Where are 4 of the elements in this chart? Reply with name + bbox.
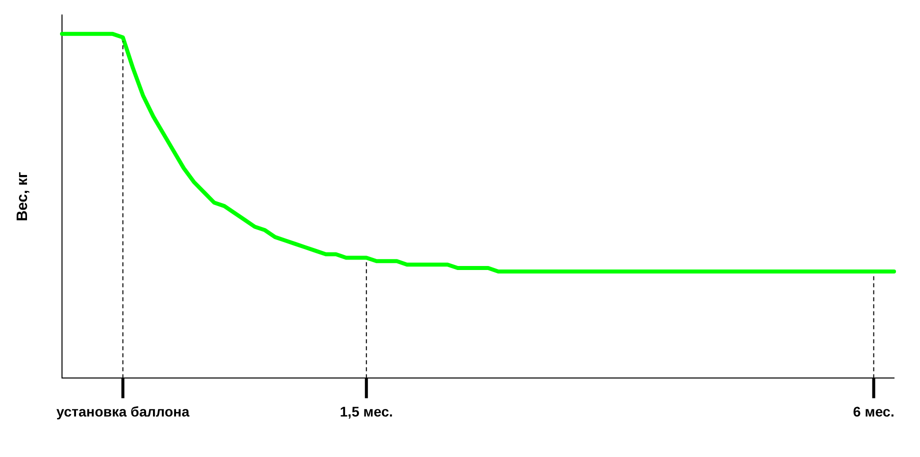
x-tick-label: 6 мес. [853, 403, 894, 420]
x-tick-label: установка баллона [56, 403, 190, 420]
y-axis-title: Вес, кг [14, 172, 32, 222]
x-tick-label: 1,5 мес. [340, 403, 393, 420]
